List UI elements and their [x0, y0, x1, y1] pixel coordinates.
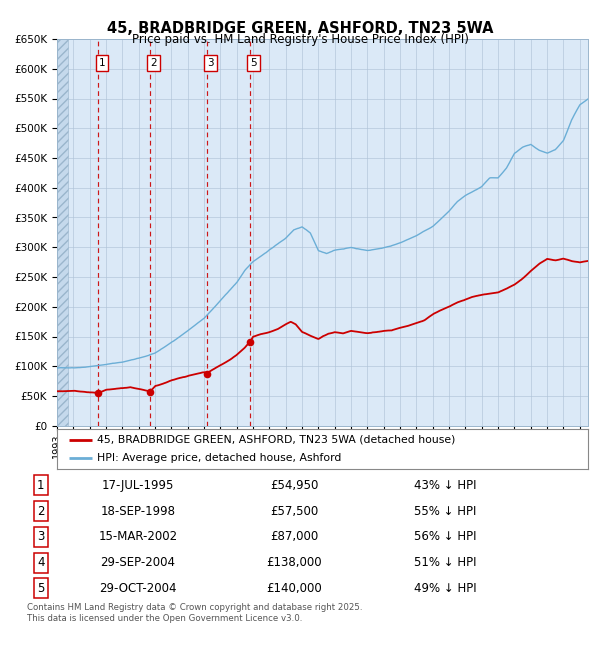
Text: £140,000: £140,000 — [266, 582, 322, 595]
Text: 1: 1 — [37, 479, 44, 492]
Text: 5: 5 — [37, 582, 44, 595]
Text: 2: 2 — [150, 58, 157, 68]
Text: HPI: Average price, detached house, Ashford: HPI: Average price, detached house, Ashf… — [97, 454, 341, 463]
Text: 29-OCT-2004: 29-OCT-2004 — [99, 582, 177, 595]
Text: 45, BRADBRIDGE GREEN, ASHFORD, TN23 5WA (detached house): 45, BRADBRIDGE GREEN, ASHFORD, TN23 5WA … — [97, 435, 455, 445]
Text: Contains HM Land Registry data © Crown copyright and database right 2025.
This d: Contains HM Land Registry data © Crown c… — [27, 603, 362, 623]
Text: £54,950: £54,950 — [270, 479, 318, 492]
Text: 5: 5 — [250, 58, 257, 68]
Text: 18-SEP-1998: 18-SEP-1998 — [101, 504, 176, 517]
Text: 1: 1 — [98, 58, 105, 68]
Text: 55% ↓ HPI: 55% ↓ HPI — [414, 504, 476, 517]
Text: 56% ↓ HPI: 56% ↓ HPI — [414, 530, 476, 543]
Text: Price paid vs. HM Land Registry's House Price Index (HPI): Price paid vs. HM Land Registry's House … — [131, 32, 469, 46]
Text: 4: 4 — [37, 556, 44, 569]
Text: 29-SEP-2004: 29-SEP-2004 — [101, 556, 176, 569]
Text: £57,500: £57,500 — [270, 504, 318, 517]
Text: 3: 3 — [37, 530, 44, 543]
Text: 2: 2 — [37, 504, 44, 517]
Text: 15-MAR-2002: 15-MAR-2002 — [98, 530, 178, 543]
Text: 17-JUL-1995: 17-JUL-1995 — [102, 479, 174, 492]
Text: £138,000: £138,000 — [266, 556, 322, 569]
Text: 49% ↓ HPI: 49% ↓ HPI — [414, 582, 476, 595]
Text: 51% ↓ HPI: 51% ↓ HPI — [414, 556, 476, 569]
Text: 43% ↓ HPI: 43% ↓ HPI — [414, 479, 476, 492]
Text: 45, BRADBRIDGE GREEN, ASHFORD, TN23 5WA: 45, BRADBRIDGE GREEN, ASHFORD, TN23 5WA — [107, 21, 493, 36]
Text: 3: 3 — [207, 58, 214, 68]
Text: £87,000: £87,000 — [270, 530, 318, 543]
